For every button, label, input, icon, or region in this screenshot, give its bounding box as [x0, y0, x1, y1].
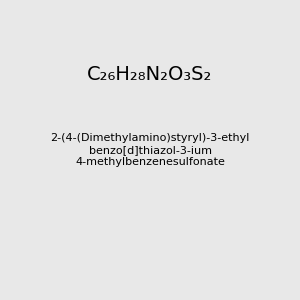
Text: C₂₆H₂₈N₂O₃S₂: C₂₆H₂₈N₂O₃S₂: [87, 65, 213, 85]
Text: 2-(4-(Dimethylamino)styryl)-3-ethyl
benzo[d]thiazol-3-ium
4-methylbenzenesulfona: 2-(4-(Dimethylamino)styryl)-3-ethyl benz…: [50, 134, 250, 166]
